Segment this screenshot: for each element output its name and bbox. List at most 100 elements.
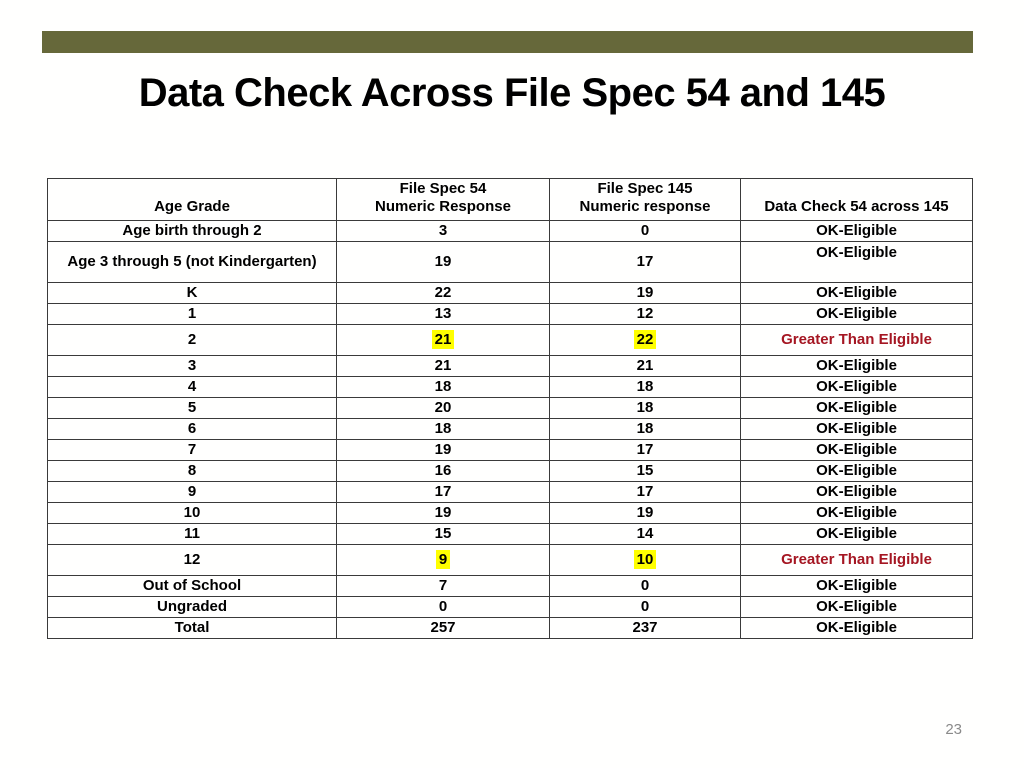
header-data-check: Data Check 54 across 145	[740, 178, 973, 221]
table-row: Age birth through 2 3 0 OK-Eligible	[47, 220, 973, 242]
spec145-cell: 19	[549, 282, 741, 304]
spec145-cell: 22	[549, 324, 741, 356]
spec54-cell: 18	[336, 418, 550, 440]
check-cell: OK-Eligible	[740, 241, 973, 283]
age-grade-cell: 1	[47, 303, 337, 325]
age-grade-cell: Out of School	[47, 575, 337, 597]
age-grade-cell: 4	[47, 376, 337, 398]
spec54-value: 257	[430, 618, 456, 636]
table-row: Out of School 7 0 OK-Eligible	[47, 575, 973, 597]
spec54-cell: 19	[336, 502, 550, 524]
spec54-value: 19	[434, 503, 452, 521]
header-line: File Spec 145	[597, 179, 693, 197]
age-grade-cell: 5	[47, 397, 337, 419]
accent-bar	[42, 31, 973, 53]
spec54-cell: 3	[336, 220, 550, 242]
spec54-cell: 21	[336, 355, 550, 377]
spec145-cell: 17	[549, 439, 741, 461]
age-grade-cell: 3	[47, 355, 337, 377]
spec145-cell: 0	[549, 596, 741, 618]
spec145-cell: 18	[549, 397, 741, 419]
age-grade-cell: Age 3 through 5 (not Kindergarten)	[47, 241, 337, 283]
age-grade-cell: 6	[47, 418, 337, 440]
page-number: 23	[945, 721, 962, 738]
check-cell: OK-Eligible	[740, 575, 973, 597]
spec54-cell: 18	[336, 376, 550, 398]
spec145-value: 19	[636, 283, 654, 301]
table-row: 5 20 18 OK-Eligible	[47, 397, 973, 419]
table-row: Total 257 237 OK-Eligible	[47, 617, 973, 639]
spec145-value: 18	[636, 377, 654, 395]
check-cell: OK-Eligible	[740, 481, 973, 503]
header-file-spec-54: File Spec 54 Numeric Response	[336, 178, 550, 221]
header-age-grade: Age Grade	[47, 178, 337, 221]
check-cell: OK-Eligible	[740, 523, 973, 545]
spec54-value: 19	[434, 440, 452, 458]
spec54-cell: 13	[336, 303, 550, 325]
check-cell: OK-Eligible	[740, 502, 973, 524]
spec145-cell: 237	[549, 617, 741, 639]
age-grade-cell: Age birth through 2	[47, 220, 337, 242]
spec145-value: 18	[636, 398, 654, 416]
age-grade-cell: 7	[47, 439, 337, 461]
spec54-value: 22	[434, 283, 452, 301]
spec54-value: 17	[434, 482, 452, 500]
table-row: 8 16 15 OK-Eligible	[47, 460, 973, 482]
spec145-value: 21	[636, 356, 654, 374]
age-grade-cell: 12	[47, 544, 337, 576]
spec54-value: 3	[438, 221, 448, 239]
check-cell: OK-Eligible	[740, 617, 973, 639]
spec54-value: 0	[438, 597, 448, 615]
spec54-value: 7	[438, 576, 448, 594]
check-cell: OK-Eligible	[740, 303, 973, 325]
table-row: 3 21 21 OK-Eligible	[47, 355, 973, 377]
spec145-value: 14	[636, 524, 654, 542]
spec145-cell: 15	[549, 460, 741, 482]
spec145-value: 237	[632, 618, 658, 636]
spec54-value: 16	[434, 461, 452, 479]
spec54-value: 13	[434, 304, 452, 322]
table-row: Ungraded 0 0 OK-Eligible	[47, 596, 973, 618]
spec54-value: 21	[431, 329, 455, 349]
spec54-cell: 16	[336, 460, 550, 482]
table-row: Age 3 through 5 (not Kindergarten) 19 17…	[47, 241, 973, 283]
spec54-value: 21	[434, 356, 452, 374]
table-row: 9 17 17 OK-Eligible	[47, 481, 973, 503]
spec145-value: 0	[640, 221, 650, 239]
header-line: Numeric Response	[375, 198, 511, 216]
spec54-cell: 257	[336, 617, 550, 639]
age-grade-cell: 8	[47, 460, 337, 482]
age-grade-cell: K	[47, 282, 337, 304]
spec145-cell: 0	[549, 575, 741, 597]
spec145-value: 17	[636, 440, 654, 458]
header-row: Age Grade File Spec 54 Numeric Response …	[47, 178, 973, 221]
check-cell: OK-Eligible	[740, 418, 973, 440]
spec54-value: 19	[434, 252, 452, 270]
table-row: 2 21 22 Greater Than Eligible	[47, 324, 973, 356]
check-cell: OK-Eligible	[740, 355, 973, 377]
check-cell: OK-Eligible	[740, 596, 973, 618]
spec54-cell: 19	[336, 241, 550, 283]
age-grade-cell: 11	[47, 523, 337, 545]
header-file-spec-145: File Spec 145 Numeric response	[549, 178, 741, 221]
spec54-value: 18	[434, 377, 452, 395]
spec145-cell: 18	[549, 418, 741, 440]
spec145-cell: 10	[549, 544, 741, 576]
table-header: Age Grade File Spec 54 Numeric Response …	[47, 178, 973, 221]
spec54-cell: 15	[336, 523, 550, 545]
check-cell: Greater Than Eligible	[740, 544, 973, 576]
data-check-table: Age Grade File Spec 54 Numeric Response …	[47, 178, 973, 639]
spec145-cell: 14	[549, 523, 741, 545]
spec54-cell: 0	[336, 596, 550, 618]
spec145-value: 19	[636, 503, 654, 521]
spec145-cell: 0	[549, 220, 741, 242]
table-body: Age birth through 2 3 0 OK-Eligible Age …	[47, 220, 973, 639]
spec54-cell: 9	[336, 544, 550, 576]
spec145-cell: 17	[549, 481, 741, 503]
header-line: Age Grade	[154, 198, 230, 216]
table-row: 6 18 18 OK-Eligible	[47, 418, 973, 440]
spec54-value: 18	[434, 419, 452, 437]
age-grade-cell: Total	[47, 617, 337, 639]
check-cell: OK-Eligible	[740, 376, 973, 398]
